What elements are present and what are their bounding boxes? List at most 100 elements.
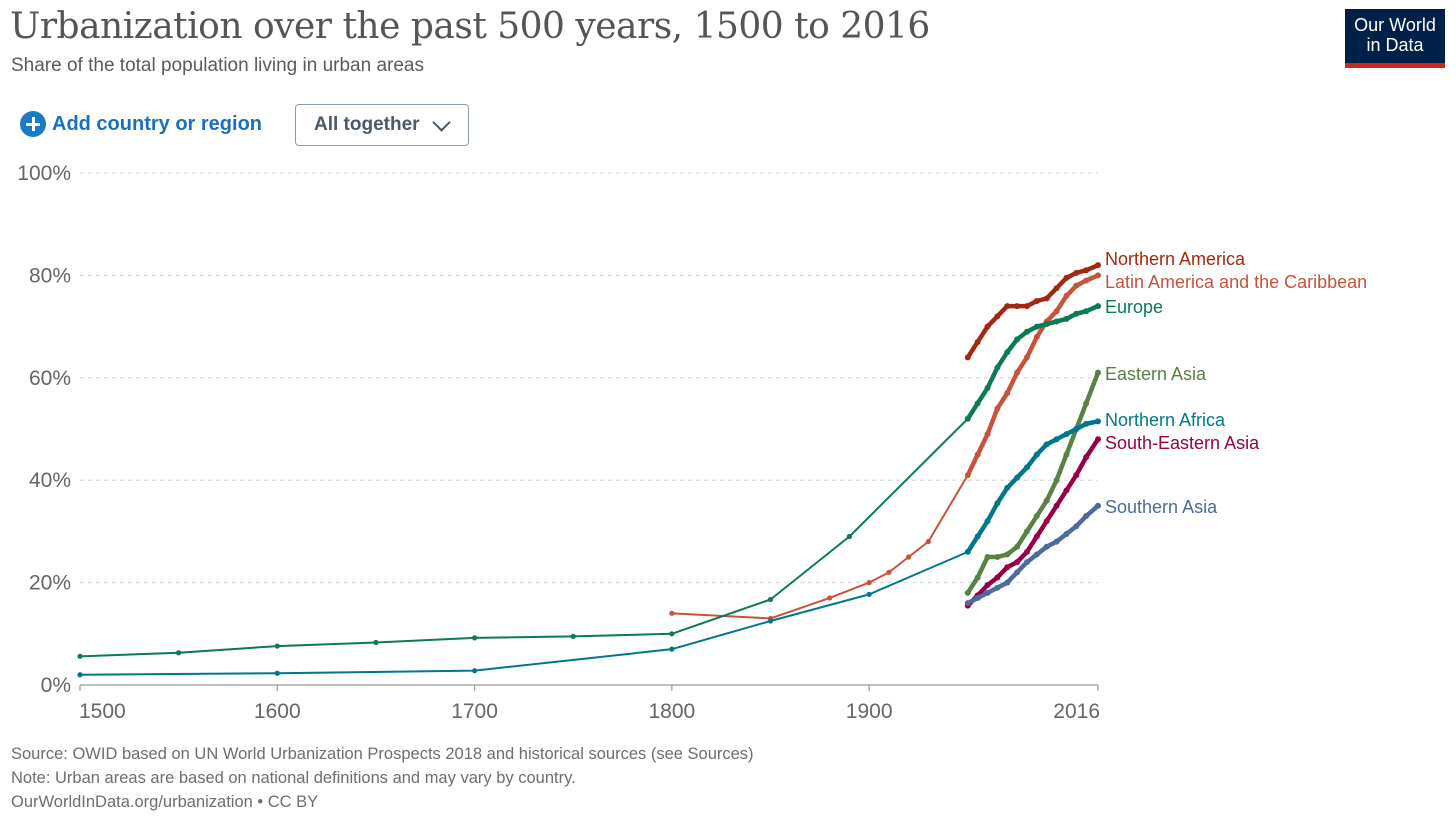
data-point[interactable] <box>1004 349 1011 356</box>
data-point[interactable] <box>1073 310 1080 317</box>
data-point[interactable] <box>1095 436 1101 443</box>
series-label[interactable]: Northern America <box>1105 249 1246 269</box>
data-point[interactable] <box>1063 431 1070 438</box>
data-point[interactable] <box>1014 569 1021 576</box>
series-latin-america-and-the-caribbean[interactable] <box>669 272 1101 622</box>
data-point[interactable] <box>974 400 981 407</box>
data-point[interactable] <box>994 574 1001 581</box>
data-point[interactable] <box>1043 441 1050 448</box>
data-point[interactable] <box>669 646 675 652</box>
data-point[interactable] <box>1053 308 1060 315</box>
series-europe[interactable] <box>77 303 1101 659</box>
data-point[interactable] <box>994 405 1001 412</box>
owid-logo[interactable]: Our World in Data <box>1345 9 1445 68</box>
data-point[interactable] <box>274 670 280 676</box>
data-point[interactable] <box>906 554 912 560</box>
data-point[interactable] <box>974 338 981 345</box>
data-point[interactable] <box>964 589 971 596</box>
data-point[interactable] <box>1023 354 1030 361</box>
data-point[interactable] <box>1053 477 1060 484</box>
data-point[interactable] <box>1043 518 1050 525</box>
data-point[interactable] <box>994 584 1001 591</box>
series-northern-america[interactable] <box>964 262 1101 361</box>
series-label[interactable]: Eastern Asia <box>1105 364 1207 384</box>
data-point[interactable] <box>77 672 83 678</box>
data-point[interactable] <box>570 633 576 639</box>
data-point[interactable] <box>1083 420 1090 427</box>
series-label[interactable]: Southern Asia <box>1105 497 1218 517</box>
data-point[interactable] <box>1033 451 1040 458</box>
data-point[interactable] <box>767 618 774 624</box>
data-point[interactable] <box>1073 523 1080 530</box>
data-point[interactable] <box>964 354 971 361</box>
data-point[interactable] <box>974 533 981 540</box>
data-point[interactable] <box>1023 328 1030 335</box>
data-point[interactable] <box>984 518 991 525</box>
data-point[interactable] <box>1053 436 1060 443</box>
data-point[interactable] <box>1073 426 1080 432</box>
data-point[interactable] <box>1083 400 1090 407</box>
data-point[interactable] <box>1004 579 1011 586</box>
data-point[interactable] <box>1053 502 1060 509</box>
data-point[interactable] <box>1083 454 1090 461</box>
data-point[interactable] <box>846 533 853 540</box>
data-point[interactable] <box>984 554 991 560</box>
data-point[interactable] <box>984 589 991 596</box>
data-point[interactable] <box>974 574 981 581</box>
data-point[interactable] <box>1043 321 1050 328</box>
series-label[interactable]: Latin America and the Caribbean <box>1105 272 1367 292</box>
data-point[interactable] <box>1023 303 1030 310</box>
data-point[interactable] <box>984 431 991 438</box>
data-point[interactable] <box>1014 559 1021 566</box>
data-point[interactable] <box>925 539 931 545</box>
data-point[interactable] <box>1023 528 1030 535</box>
data-point[interactable] <box>1083 267 1090 274</box>
data-point[interactable] <box>274 643 280 649</box>
data-point[interactable] <box>1063 487 1070 494</box>
data-point[interactable] <box>1095 272 1101 279</box>
data-point[interactable] <box>1095 502 1101 509</box>
data-point[interactable] <box>1014 474 1021 481</box>
data-point[interactable] <box>1033 333 1040 340</box>
series-eastern-asia[interactable] <box>964 369 1101 596</box>
data-point[interactable] <box>1004 551 1011 558</box>
data-point[interactable] <box>1033 323 1040 330</box>
data-point[interactable] <box>1063 274 1070 281</box>
series-southern-asia[interactable] <box>964 502 1101 607</box>
series-label[interactable]: Europe <box>1105 297 1163 317</box>
data-point[interactable] <box>866 580 872 586</box>
data-point[interactable] <box>1095 303 1101 310</box>
data-point[interactable] <box>1095 262 1101 269</box>
data-point[interactable] <box>1023 464 1030 471</box>
data-point[interactable] <box>1014 303 1021 310</box>
data-point[interactable] <box>669 631 675 637</box>
data-point[interactable] <box>1043 497 1050 504</box>
data-point[interactable] <box>1063 292 1070 299</box>
data-point[interactable] <box>994 500 1001 507</box>
data-point[interactable] <box>964 548 971 555</box>
data-point[interactable] <box>669 610 675 616</box>
data-point[interactable] <box>1095 369 1101 376</box>
footer-url[interactable]: OurWorldInData.org/urbanization • CC BY <box>11 793 319 811</box>
data-point[interactable] <box>964 600 971 607</box>
data-point[interactable] <box>1043 295 1050 302</box>
data-point[interactable] <box>1033 513 1040 520</box>
data-point[interactable] <box>974 594 981 601</box>
series-south-eastern-asia[interactable] <box>964 436 1101 609</box>
data-point[interactable] <box>767 596 774 603</box>
data-point[interactable] <box>974 451 981 458</box>
data-point[interactable] <box>1053 538 1060 545</box>
data-point[interactable] <box>984 323 991 330</box>
data-point[interactable] <box>866 591 872 597</box>
data-point[interactable] <box>1073 472 1080 479</box>
data-point[interactable] <box>1053 285 1060 292</box>
data-point[interactable] <box>1053 318 1060 325</box>
data-point[interactable] <box>994 313 1001 320</box>
data-point[interactable] <box>964 415 971 422</box>
data-point[interactable] <box>1004 390 1011 397</box>
data-point[interactable] <box>984 582 991 589</box>
data-point[interactable] <box>1004 484 1011 491</box>
data-point[interactable] <box>1063 530 1070 537</box>
data-point[interactable] <box>984 385 991 392</box>
data-point[interactable] <box>827 595 833 601</box>
